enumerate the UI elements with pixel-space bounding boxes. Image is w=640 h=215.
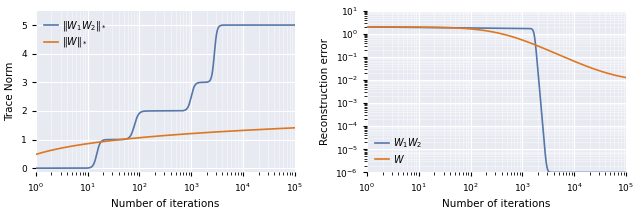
$W_1W_2$ xyxy=(410,26,418,29)
$\|W\|_*$ xyxy=(79,143,87,146)
Line: $W$: $W$ xyxy=(367,27,626,78)
$\|W\|_*$ xyxy=(32,153,40,156)
$\|W\|_*$ xyxy=(245,129,253,131)
X-axis label: Number of iterations: Number of iterations xyxy=(442,200,550,209)
$W_1W_2$ xyxy=(532,43,540,45)
Line: $W_1W_2$: $W_1W_2$ xyxy=(367,27,626,172)
$\|W_1W_2\|_*$ xyxy=(188,96,195,98)
$W$ xyxy=(364,26,371,28)
$W$ xyxy=(410,26,418,28)
$\|W_1W_2\|_*$ xyxy=(291,24,299,26)
$W$ xyxy=(622,76,630,79)
$W_1W_2$ xyxy=(562,171,570,174)
$\|W\|_*$ xyxy=(291,127,299,129)
$\|W_1W_2\|_*$ xyxy=(257,24,264,26)
$W$ xyxy=(576,62,584,65)
Legend: $W_1W_2$, $W$: $W_1W_2$, $W$ xyxy=(372,133,426,168)
$\|W_1W_2\|_*$ xyxy=(245,24,253,26)
$\|W_1W_2\|_*$ xyxy=(225,24,233,26)
$\|W\|_*$ xyxy=(225,130,233,132)
$W$ xyxy=(462,27,470,30)
Y-axis label: Trace Norm: Trace Norm xyxy=(6,62,15,121)
Line: $\|W_1W_2\|_*$: $\|W_1W_2\|_*$ xyxy=(36,25,295,168)
$\|W\|_*$ xyxy=(131,137,139,139)
X-axis label: Number of iterations: Number of iterations xyxy=(111,200,220,209)
$\|W\|_*$ xyxy=(188,132,195,135)
$\|W_1W_2\|_*$ xyxy=(79,167,87,169)
Legend: $\|W_1W_2\|_*$, $\|W\|_*$: $\|W_1W_2\|_*$, $\|W\|_*$ xyxy=(41,16,110,52)
$W_1W_2$ xyxy=(576,171,584,174)
$W_1W_2$ xyxy=(462,27,470,29)
Y-axis label: Reconstruction error: Reconstruction error xyxy=(320,38,330,145)
$\|W\|_*$ xyxy=(200,131,208,134)
$\|W_1W_2\|_*$ xyxy=(200,81,208,84)
$W_1W_2$ xyxy=(556,171,564,174)
$\|W_1W_2\|_*$ xyxy=(32,167,40,169)
$W_1W_2$ xyxy=(622,171,630,174)
$W_1W_2$ xyxy=(364,26,371,28)
$W$ xyxy=(518,39,526,41)
$W$ xyxy=(556,54,564,57)
Line: $\|W\|_*$: $\|W\|_*$ xyxy=(36,128,295,154)
$W_1W_2$ xyxy=(518,27,526,30)
$\|W_1W_2\|_*$ xyxy=(131,123,139,125)
$W$ xyxy=(532,44,540,46)
